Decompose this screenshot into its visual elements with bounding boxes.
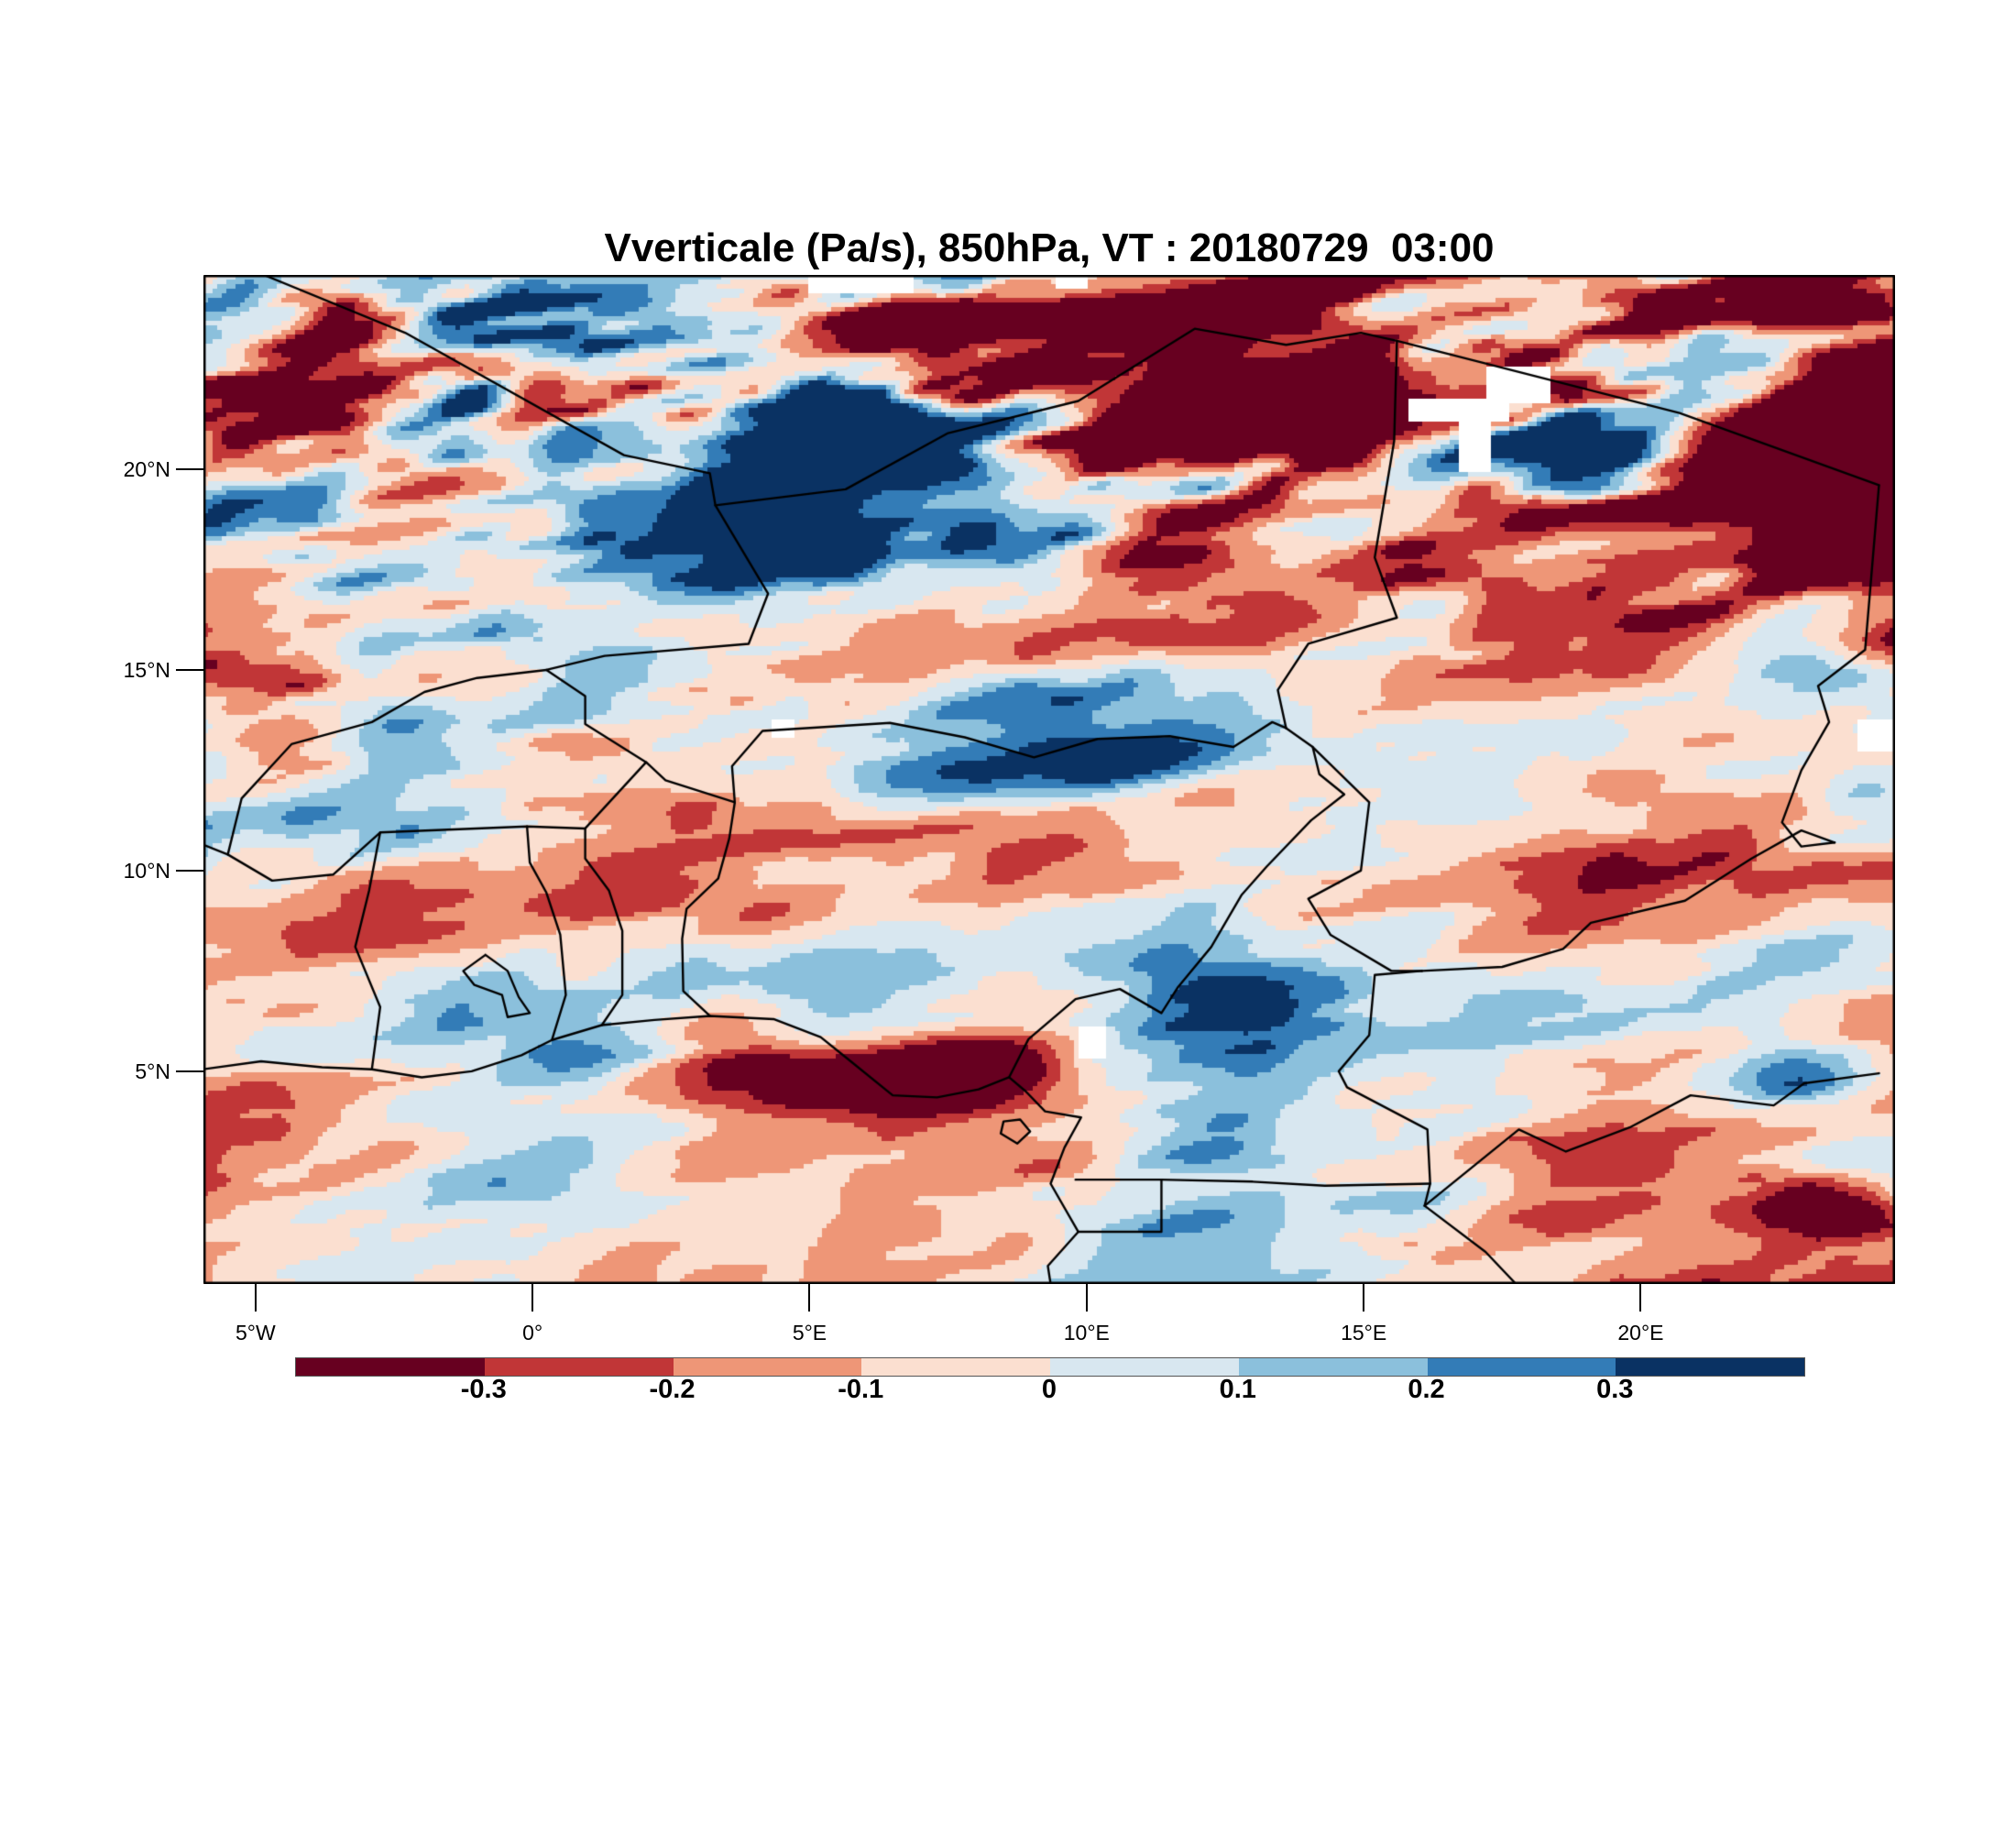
colorbar-segment xyxy=(484,1358,674,1376)
colorbar-tick-label: -0.2 xyxy=(649,1375,696,1404)
x-tick-label: 20°E xyxy=(1617,1321,1664,1345)
x-tick-label: 5°W xyxy=(235,1321,276,1345)
colorbar-tick-label: 0.2 xyxy=(1408,1375,1445,1404)
x-tick-label: 15°E xyxy=(1341,1321,1387,1345)
colorbar-tick-label: 0 xyxy=(1041,1375,1057,1404)
x-tick-line xyxy=(1363,1284,1365,1312)
x-tick-label: 5°E xyxy=(792,1321,827,1345)
map-canvas xyxy=(203,275,1895,1284)
colorbar-segment xyxy=(296,1358,485,1376)
y-tick-line xyxy=(176,1070,203,1072)
x-tick-line xyxy=(808,1284,811,1312)
colorbar-segment xyxy=(1616,1358,1804,1376)
x-tick-line xyxy=(1639,1284,1642,1312)
colorbar-segment xyxy=(673,1358,862,1376)
colorbar-tick-label: -0.3 xyxy=(460,1375,507,1404)
plot-title: Vverticale (Pa/s), 850hPa, VT : 20180729… xyxy=(604,225,1495,270)
y-tick-label: 20°N xyxy=(123,456,170,481)
y-tick-line xyxy=(176,869,203,872)
x-tick-line xyxy=(531,1284,534,1312)
y-tick-label: 10°N xyxy=(123,858,170,883)
x-tick-label: 10°E xyxy=(1063,1321,1110,1345)
y-tick-line xyxy=(176,668,203,671)
y-tick-line xyxy=(176,467,203,470)
colorbar-tick-label: 0.1 xyxy=(1219,1375,1256,1404)
y-tick-label: 5°N xyxy=(135,1059,170,1083)
x-tick-label: 0° xyxy=(522,1321,543,1345)
x-tick-line xyxy=(1085,1284,1088,1312)
colorbar-segment xyxy=(861,1358,1050,1376)
colorbar-tick-label: -0.1 xyxy=(838,1375,884,1404)
colorbar-segment xyxy=(1238,1358,1428,1376)
colorbar-tick-label: 0.3 xyxy=(1596,1375,1634,1404)
colorbar xyxy=(295,1357,1805,1377)
x-tick-line xyxy=(254,1284,257,1312)
colorbar-segment xyxy=(1427,1358,1616,1376)
colorbar-segment xyxy=(1050,1358,1239,1376)
y-tick-label: 15°N xyxy=(123,657,170,682)
